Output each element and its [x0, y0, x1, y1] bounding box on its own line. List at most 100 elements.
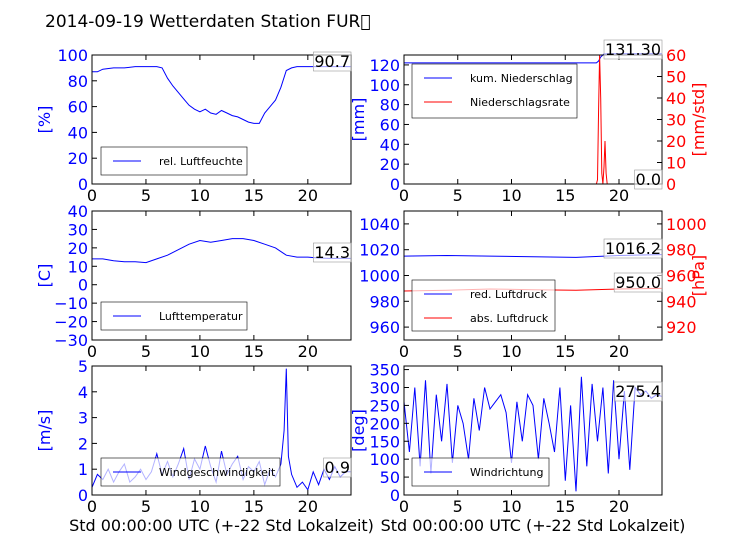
y-tick-label: 1000 [359, 267, 400, 286]
x-tick-label: 10 [501, 497, 521, 516]
x-axis-label: Std 00:00:00 UTC (+-22 Std Lokalzeit) [69, 516, 374, 535]
legend-label: Windrichtung [470, 466, 543, 479]
x-tick-label: 20 [298, 342, 318, 361]
plot-frame [91, 365, 352, 496]
panel-middle-right: 0 5 10 15 20 960 980 1000 1020 1040 920 940 960 980 10… [359, 210, 708, 361]
x-tick-label: 20 [609, 186, 629, 205]
panel-middle-left: 0 5 10 15 20−30−20−10010203040[C]Lufttempera… [35, 202, 352, 361]
y-tick-label: 120 [369, 56, 400, 75]
x-tick-label: 10 [190, 342, 210, 361]
y2-tick-label: 50 [666, 68, 686, 87]
value-annotation: 1016.2 [605, 239, 661, 258]
x-tick-label: 20 [609, 342, 629, 361]
y-tick-label: 5 [78, 357, 88, 376]
value-annotation: 90.7 [314, 52, 350, 71]
x-tick-label: 0 [87, 186, 97, 205]
annotation-box [323, 457, 352, 478]
x-tick-label: 20 [298, 497, 318, 516]
value-annotation: 275.4 [615, 382, 661, 401]
panel-top-left: 0 5 10 15 20 0 20 40 60 80 100 [%] rel. Luftfeuchte 9… [35, 46, 352, 205]
y-tick-label: −20 [54, 313, 88, 332]
legend-label: Lufttemperatur [159, 310, 243, 323]
y-tick-label: 100 [57, 46, 88, 65]
y-tick-label: 3 [78, 409, 88, 428]
annotation-box [603, 39, 663, 60]
x-tick-label: 15 [555, 186, 575, 205]
y2-tick-label: 1000 [666, 215, 707, 234]
legend-label: kum. Niederschlag [470, 72, 573, 85]
y-tick-label: 250 [369, 396, 400, 415]
figure-title: 2014-09-19 Wetterdaten Station FUR  [45, 12, 371, 32]
y-tick-label: 60 [68, 98, 88, 117]
legend-label: Niederschlagsrate [470, 96, 570, 109]
y-axis-label: [m/s] [35, 410, 54, 452]
y-tick-label: 20 [380, 155, 400, 174]
y-tick-label: 4 [78, 383, 88, 402]
y-tick-label: 2 [78, 434, 88, 453]
x-tick-label: 0 [399, 497, 409, 516]
x-tick-label: 0 [87, 342, 97, 361]
x-tick-label: 0 [399, 186, 409, 205]
plot-frame [403, 365, 663, 496]
y-tick-label: 40 [68, 123, 88, 142]
x-tick-label: 5 [453, 497, 463, 516]
y-tick-label: 0 [390, 486, 400, 505]
y-tick-label: 0 [78, 276, 88, 295]
panel-bottom-left: 0 5 10 15 20 0 1 2 3 4 5 [m/s] Std 00:00:00 UTC (+-2… [35, 357, 374, 535]
y-tick-label: 350 [369, 361, 400, 380]
plot-frame [91, 54, 352, 185]
y-tick-label: 0 [78, 175, 88, 194]
y-tick-label: −10 [54, 294, 88, 313]
y-tick-label: −30 [54, 331, 88, 350]
x-tick-label: 10 [190, 497, 210, 516]
y-tick-label: 100 [369, 76, 400, 95]
y2-tick-label: 980 [666, 241, 697, 260]
x-tick-label: 0 [87, 497, 97, 516]
y-tick-label: 10 [68, 257, 88, 276]
x-tick-label: 10 [501, 342, 521, 361]
y-tick-label: 300 [369, 379, 400, 398]
y-axis-label: [%] [35, 106, 54, 134]
plot-frame [91, 210, 352, 341]
y-axis-label: [deg] [349, 409, 368, 452]
legend-box [411, 279, 556, 332]
y2-tick-label: 0 [666, 175, 676, 194]
y-tick-label: 60 [380, 115, 400, 134]
y-tick-label: 80 [380, 96, 400, 115]
x-tick-label: 5 [141, 342, 151, 361]
annotation-box [613, 381, 663, 402]
series-line-1 [404, 54, 662, 185]
y-tick-label: 150 [369, 432, 400, 451]
y2-tick-label: 920 [666, 318, 697, 337]
x-tick-label: 15 [244, 186, 264, 205]
y-axis-label: [mm] [349, 98, 368, 142]
y2-tick-label: 40 [666, 89, 686, 108]
series-line-0 [403, 376, 663, 492]
x-tick-label: 5 [453, 186, 463, 205]
x-tick-label: 15 [555, 497, 575, 516]
annotation-box [313, 242, 352, 263]
value-annotation: 131.30 [605, 40, 661, 59]
annotation-box [313, 51, 352, 72]
y2-tick-label: 940 [666, 292, 697, 311]
value-annotation: 14.3 [314, 243, 350, 262]
annotation-box [613, 272, 663, 293]
y-tick-label: 200 [369, 414, 400, 433]
y-tick-label: 980 [369, 292, 400, 311]
y-tick-label: 0 [78, 486, 88, 505]
series-line-0 [92, 66, 351, 124]
y2-tick-label: 60 [666, 46, 686, 65]
x-tick-label: 10 [190, 186, 210, 205]
x-tick-label: 20 [298, 186, 318, 205]
value-annotation: 0.9 [325, 458, 350, 477]
y-tick-label: 1 [78, 460, 88, 479]
y-tick-label: 40 [68, 202, 88, 221]
x-axis-label: Std 00:00:00 UTC (+-22 Std Lokalzeit) [381, 516, 686, 535]
x-tick-label: 0 [399, 342, 409, 361]
x-tick-label: 15 [244, 342, 264, 361]
y-tick-label: 0 [390, 175, 400, 194]
x-tick-label: 5 [141, 186, 151, 205]
